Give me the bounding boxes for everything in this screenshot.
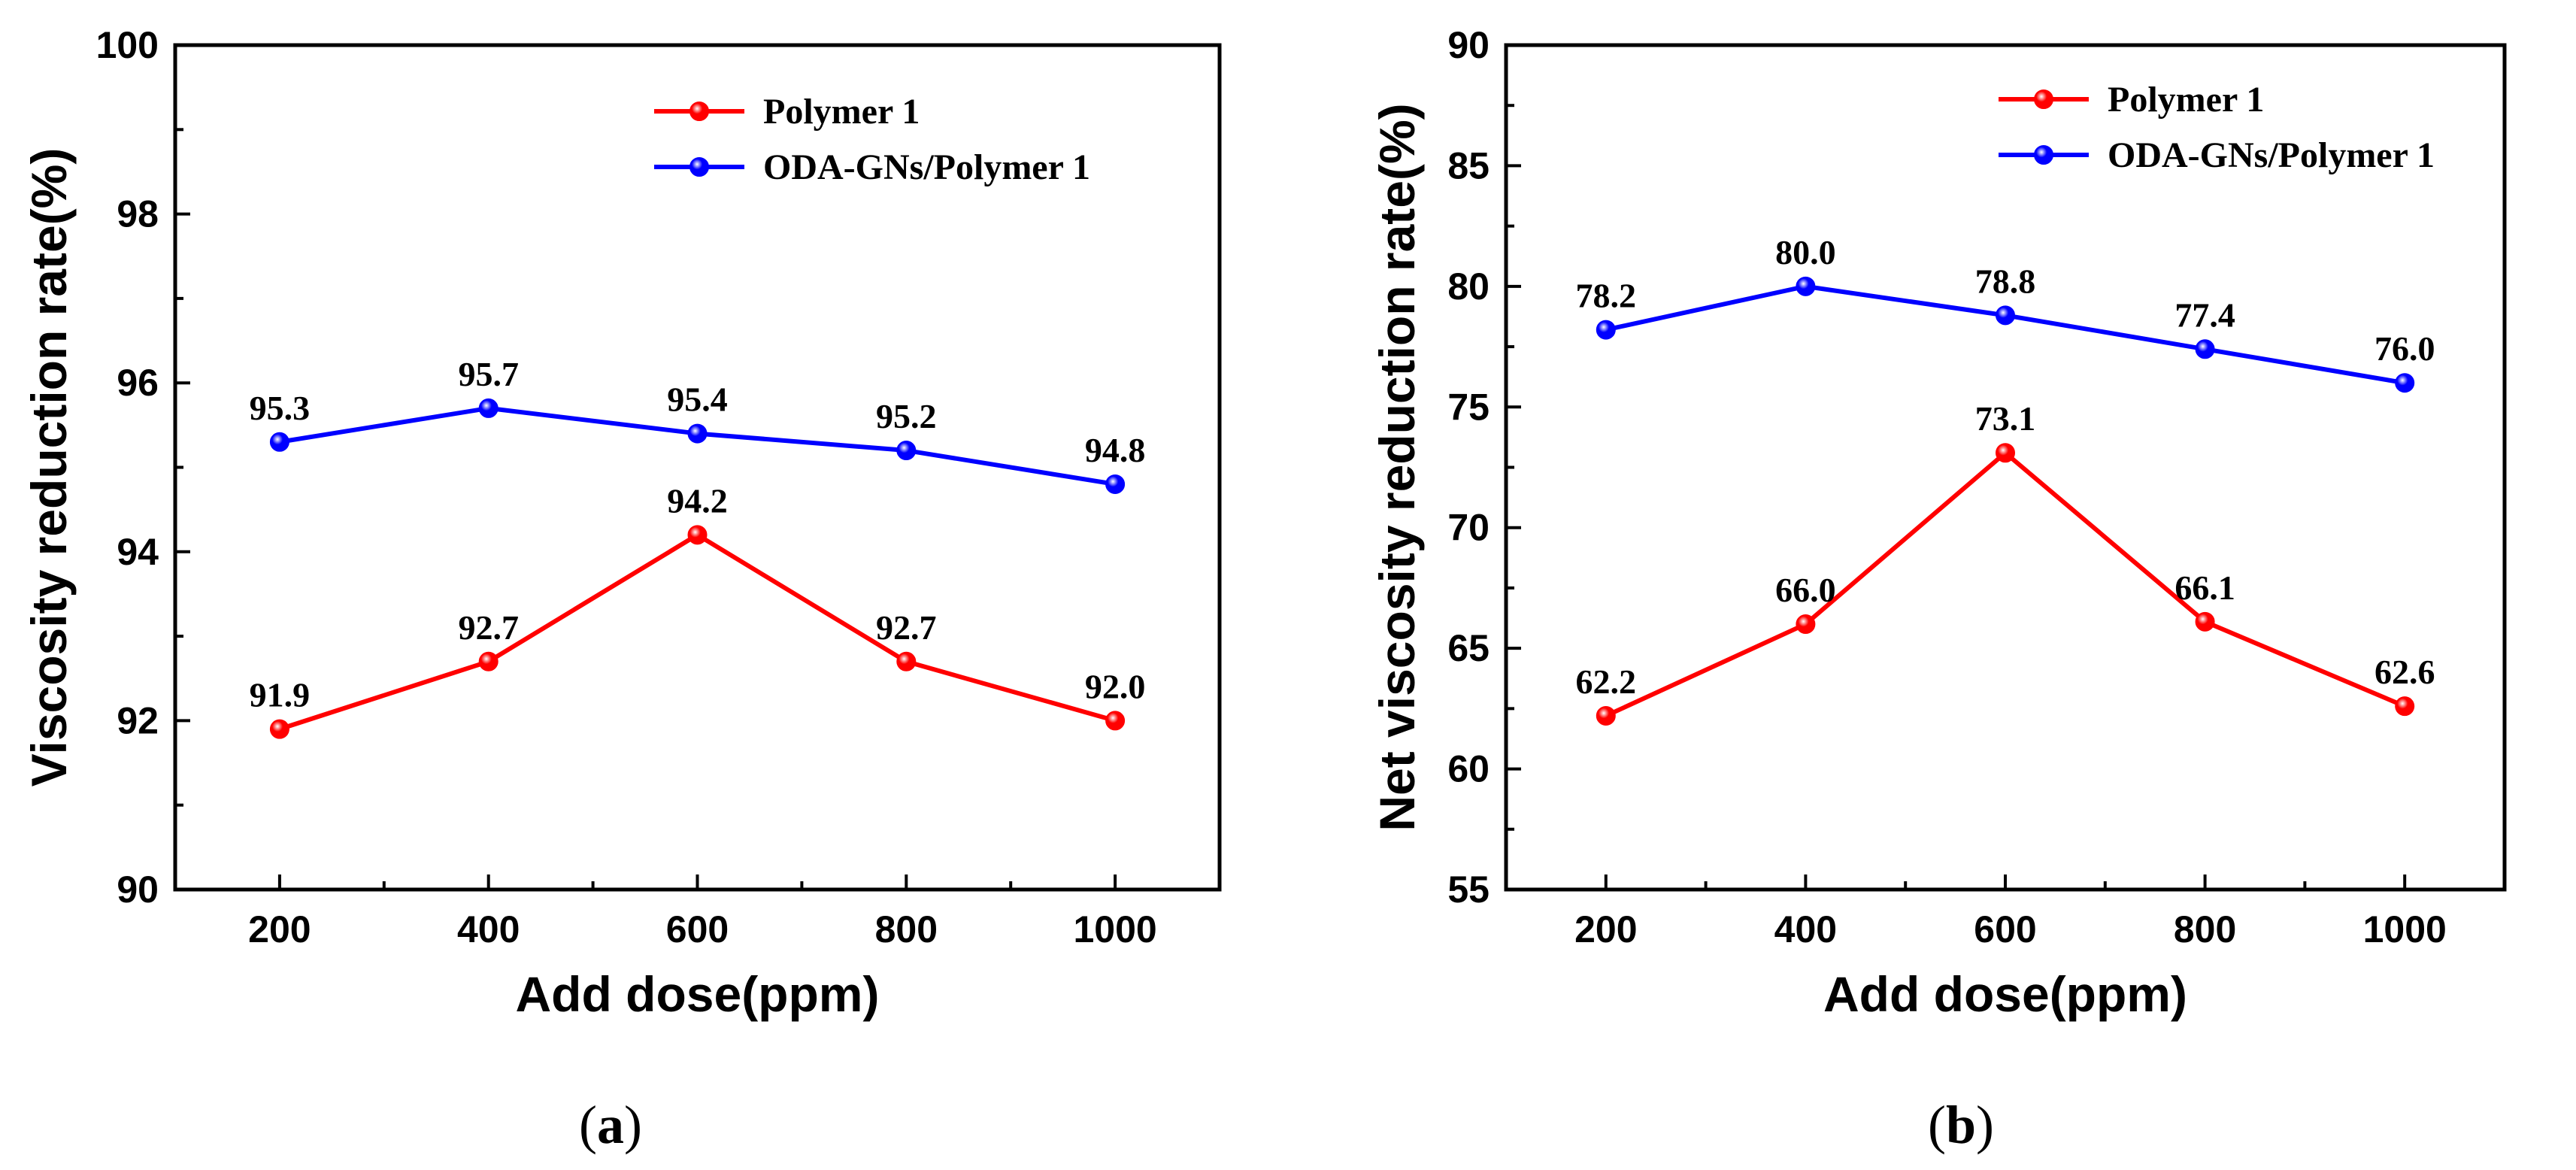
panel-label-open: ( — [1928, 1095, 1946, 1155]
chart-a-series-polymer1-data-label: 94.2 — [667, 481, 728, 520]
chart-a-series-oda-gns-polymer1-line — [279, 405, 1116, 486]
chart-b: 200 400 600 800 1000 55 60 65 70 75 80 85 90 Add dose… — [1369, 24, 2507, 1155]
chart-b-x-axis-title: Add dose(ppm) — [1823, 966, 2187, 1022]
chart-a-legend-marker — [689, 157, 709, 177]
chart-b-series-polymer1-data-label: 66.1 — [2174, 568, 2235, 607]
chart-a-y-tick-label: 90 — [117, 868, 159, 911]
chart-a-legend-label: ODA-GNs/Polymer 1 — [763, 147, 1090, 187]
chart-b-series-polymer1-data-label: 62.2 — [1576, 662, 1637, 701]
chart-b-series-oda-gns-polymer1-data-label: 77.4 — [2174, 296, 2235, 334]
chart-b-series-oda-gns-polymer1-point — [1596, 320, 1616, 340]
chart-a-series-oda-gns-polymer1-point — [687, 423, 708, 444]
chart-a-y-tick-label: 96 — [117, 362, 159, 404]
chart-b-series-oda-gns-polymer1-data-label: 78.2 — [1576, 277, 1637, 315]
chart-b-series-polymer1-point — [1596, 705, 1616, 726]
chart-a-y-tick-label: 98 — [117, 193, 159, 235]
chart-a-x-tick-label: 400 — [457, 908, 520, 950]
chart-b-y-tick-label: 80 — [1447, 265, 1490, 308]
chart-b-series-oda-gns-polymer1-point — [1796, 276, 1816, 296]
chart-b-series-oda-gns-polymer1-point — [2195, 339, 2215, 359]
chart-b-x-tick-label: 200 — [1574, 908, 1637, 950]
chart-a-series-polymer1-data-label: 92.7 — [876, 608, 937, 647]
chart-b-series-polymer1-point — [2195, 611, 2215, 632]
chart-a-x-tick-label: 200 — [248, 908, 311, 950]
chart-a-series-polymer1-data-label: 92.7 — [458, 608, 519, 647]
chart-a-series-oda-gns-polymer1-data-label: 95.2 — [876, 397, 937, 435]
chart-b-legend-marker — [2034, 89, 2053, 109]
chart-a-series-oda-gns-polymer1-point — [478, 398, 499, 418]
panel-label-letter: b — [1946, 1095, 1976, 1155]
chart-a-series-polymer1-data-label: 91.9 — [250, 676, 311, 714]
chart-b-series-oda-gns-polymer1-point — [1996, 305, 2015, 326]
chart-a-y-tick-label: 92 — [117, 699, 159, 741]
chart-b-x-tick-label: 1000 — [2363, 908, 2447, 950]
chart-a-series-polymer1-point — [269, 719, 289, 739]
chart-a-y-tick-label: 100 — [96, 24, 159, 66]
chart-b-y-tick-label: 90 — [1447, 24, 1490, 66]
chart-b-y-tick-label: 85 — [1447, 144, 1490, 186]
chart-a-series-oda-gns-polymer1-data-label: 95.7 — [458, 355, 519, 393]
chart-a-panel-label: (a) — [579, 1095, 642, 1155]
chart-a-series-oda-gns-polymer1-data-label: 95.3 — [250, 389, 311, 427]
chart-a-series-oda-gns-polymer1-data-label: 95.4 — [667, 380, 728, 419]
chart-a-series-oda-gns-polymer1-point — [269, 432, 289, 452]
chart-a-series-polymer1-point — [687, 525, 708, 545]
chart-a-series-polymer1-point — [896, 651, 917, 671]
chart-b-series-polymer1-point — [1996, 443, 2015, 463]
chart-b-legend-marker — [2034, 145, 2053, 165]
chart-b-series-oda-gns-polymer1-data-label: 80.0 — [1775, 233, 1836, 271]
chart-b-y-tick-label: 55 — [1447, 868, 1490, 911]
chart-b-series-polymer1-data-label: 62.6 — [2374, 653, 2435, 691]
chart-b-series-polymer1-data-label: 73.1 — [1975, 399, 2036, 438]
chart-a-x-tick-label: 1000 — [1073, 908, 1156, 950]
chart-a: 200 400 600 800 1000 90 92 94 96 98 100 Add dose(pp… — [21, 24, 1222, 1155]
chart-b-legend-label: Polymer 1 — [2108, 80, 2264, 120]
panel-label-close: ) — [1976, 1095, 1994, 1155]
chart-b-series-oda-gns-polymer1-line — [1605, 283, 2405, 386]
chart-b-y-tick-label: 75 — [1447, 386, 1490, 428]
chart-a-series-oda-gns-polymer1-point — [896, 441, 917, 461]
chart-a-legend-label: Polymer 1 — [763, 92, 920, 132]
panel-label-open: ( — [579, 1095, 597, 1155]
chart-a-series-polymer1-line — [278, 532, 1116, 732]
chart-b-y-tick-label: 70 — [1447, 507, 1490, 549]
chart-a-series-oda-gns-polymer1-data-label: 94.8 — [1085, 431, 1146, 469]
chart-a-y-tick-label: 94 — [117, 531, 159, 573]
chart-a-series-polymer1-data-label: 92.0 — [1085, 667, 1146, 705]
chart-b-panel-label: (b) — [1928, 1095, 1994, 1155]
chart-b-series-polymer1-point — [1796, 614, 1816, 635]
chart-b-series-oda-gns-polymer1-data-label: 78.8 — [1975, 262, 2036, 300]
chart-b-series-polymer1-data-label: 66.0 — [1775, 571, 1836, 609]
panel-label-letter: a — [597, 1095, 624, 1155]
chart-a-y-axis-title: Viscosity reduction rate(%) — [21, 148, 77, 787]
chart-a-series-oda-gns-polymer1-point — [1105, 474, 1126, 494]
chart-a-x-tick-label: 600 — [666, 908, 729, 950]
chart-a-x-axis-title: Add dose(ppm) — [516, 966, 880, 1022]
chart-b-y-axis-title: Net viscosity reduction rate(%) — [1369, 103, 1425, 831]
chart-b-x-tick-label: 800 — [2174, 908, 2236, 950]
chart-b-series-polymer1-line — [1605, 450, 2406, 718]
chart-b-y-tick-label: 60 — [1447, 748, 1490, 790]
chart-b-x-tick-label: 400 — [1774, 908, 1837, 950]
chart-a-legend-marker — [689, 102, 709, 121]
panel-label-close: ) — [624, 1095, 642, 1155]
chart-b-series-polymer1-point — [2395, 696, 2415, 717]
chart-b-legend-label: ODA-GNs/Polymer 1 — [2108, 135, 2435, 175]
chart-b-series-oda-gns-polymer1-data-label: 76.0 — [2374, 329, 2435, 368]
chart-b-x-tick-label: 600 — [1974, 908, 2036, 950]
chart-b-series-oda-gns-polymer1-point — [2395, 373, 2415, 393]
chart-b-y-tick-label: 65 — [1447, 627, 1490, 669]
chart-a-series-polymer1-point — [478, 651, 499, 671]
chart-a-x-tick-label: 800 — [875, 908, 938, 950]
chart-a-series-polymer1-point — [1105, 711, 1126, 731]
